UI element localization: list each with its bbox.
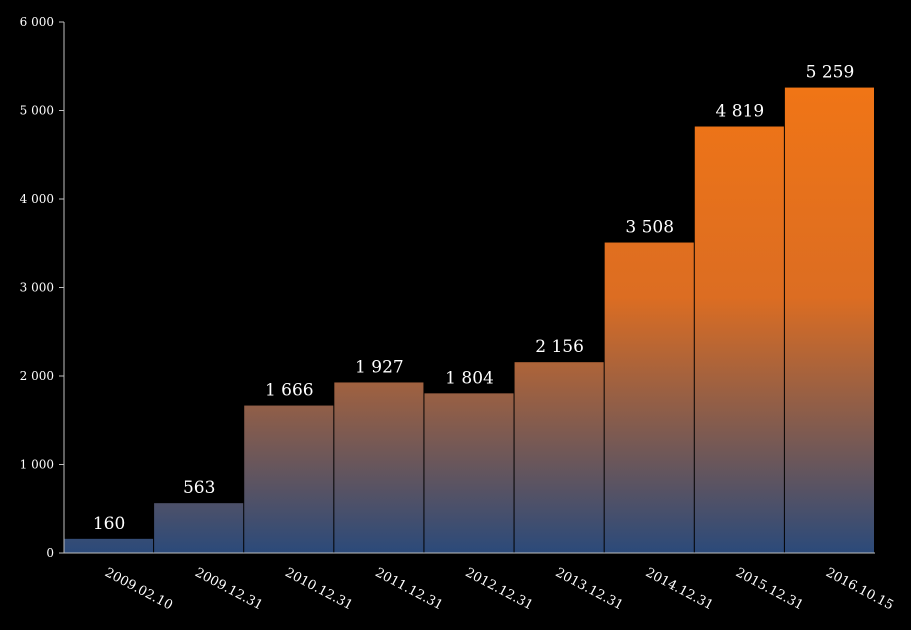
bars-layer bbox=[64, 87, 874, 554]
y-tick-label: 5 000 bbox=[20, 104, 54, 118]
bar-2009.12.31 bbox=[154, 503, 244, 553]
y-tick-label: 6 000 bbox=[20, 15, 54, 29]
bar-2013.12.31 bbox=[514, 362, 604, 553]
data-label: 4 819 bbox=[715, 102, 764, 122]
x-tick-label: 2016.10.15 bbox=[823, 565, 896, 613]
x-tick-label: 2012.12.31 bbox=[463, 565, 536, 613]
data-label: 5 259 bbox=[806, 63, 855, 83]
y-tick-label: 2 000 bbox=[20, 369, 54, 383]
x-tick-label: 2010.12.31 bbox=[282, 565, 355, 613]
data-label: 3 508 bbox=[625, 218, 674, 238]
data-label: 1 927 bbox=[355, 357, 404, 377]
x-tick-label: 2014.12.31 bbox=[643, 565, 716, 613]
data-label: 160 bbox=[93, 514, 125, 534]
data-label: 1 666 bbox=[265, 381, 314, 401]
bar-2011.12.31 bbox=[334, 382, 424, 553]
bar-2009.02.10 bbox=[64, 538, 154, 553]
axis-layer: 0 1 000 2 000 3 000 4 000 5 000 6 000 bbox=[20, 15, 875, 560]
x-tick-label: 2011.12.31 bbox=[373, 565, 446, 613]
data-label: 563 bbox=[183, 478, 215, 498]
x-tick-label: 2015.12.31 bbox=[733, 565, 806, 613]
x-tick-label: 2013.12.31 bbox=[553, 565, 626, 613]
data-label: 2 156 bbox=[535, 337, 584, 357]
y-tick-label: 1 000 bbox=[20, 458, 54, 472]
bar-2015.12.31 bbox=[694, 126, 784, 554]
y-tick-label: 4 000 bbox=[20, 192, 54, 206]
bar-2010.12.31 bbox=[244, 405, 334, 553]
x-tick-label: 2009.12.31 bbox=[192, 565, 265, 613]
bar-2016.10.15 bbox=[784, 87, 874, 553]
x-tick-label: 2009.02.10 bbox=[102, 565, 175, 613]
data-label: 1 804 bbox=[445, 368, 494, 388]
bar-2014.12.31 bbox=[604, 242, 694, 554]
bar-2012.12.31 bbox=[424, 393, 514, 553]
y-tick-label: 0 bbox=[46, 546, 54, 560]
y-tick-label: 3 000 bbox=[20, 281, 54, 295]
